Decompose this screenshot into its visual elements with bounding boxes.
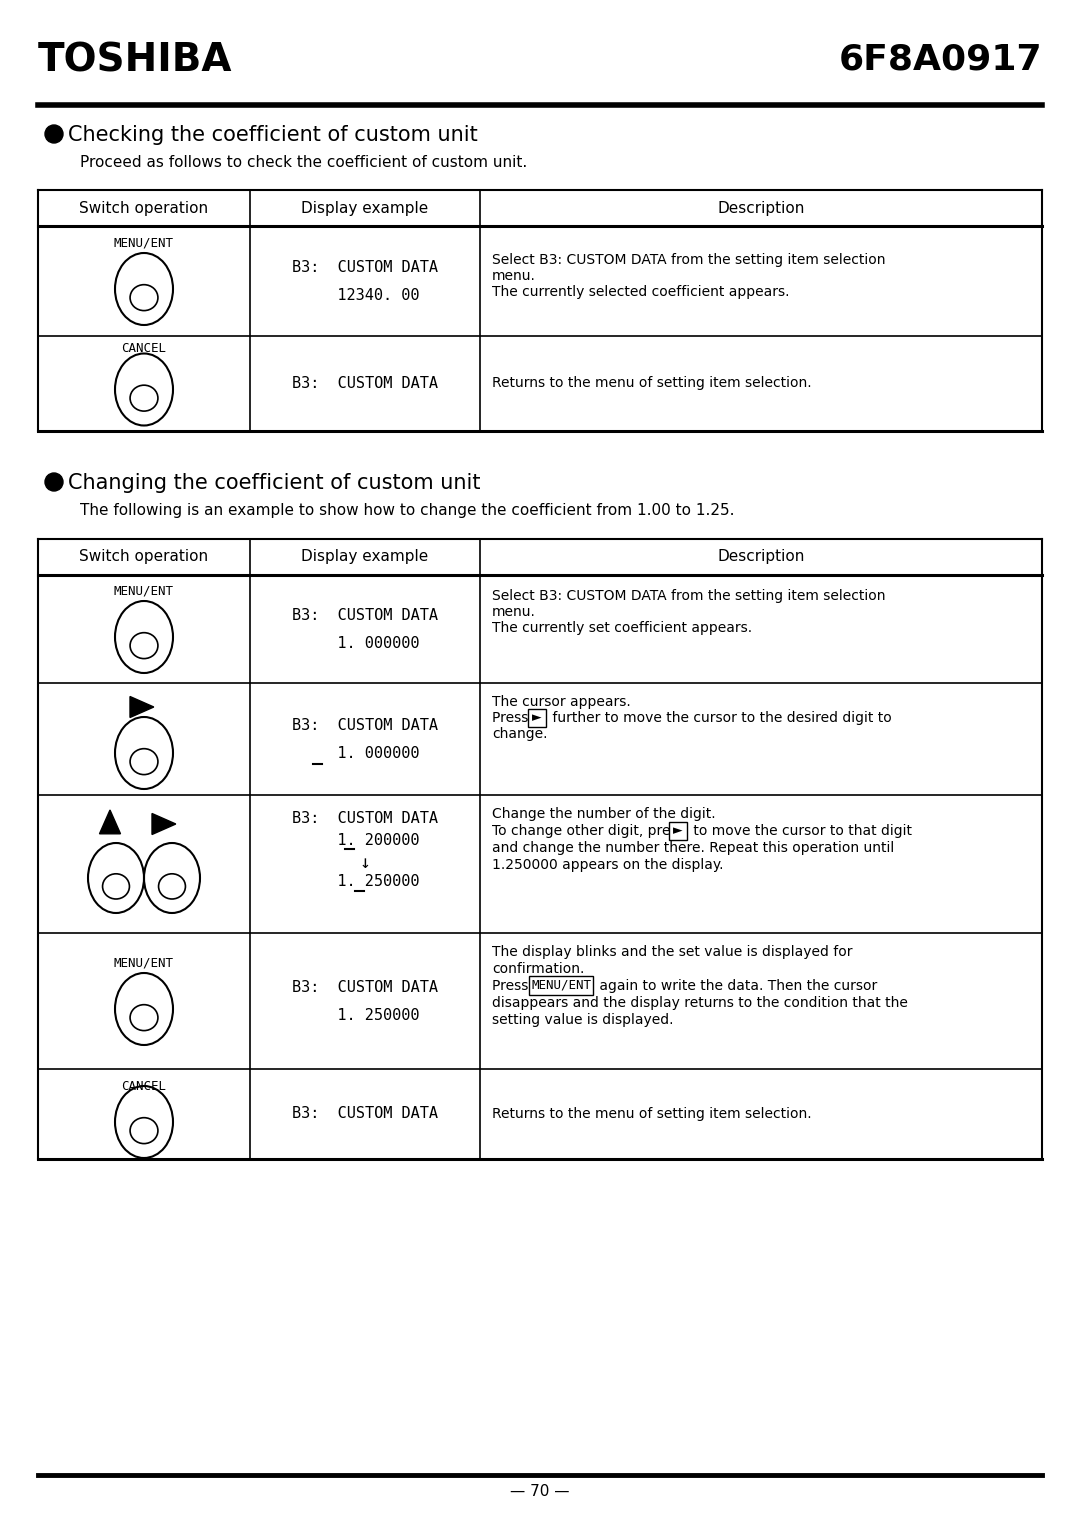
Text: 1. 250000: 1. 250000 [310,873,420,889]
Text: again to write the data. Then the cursor: again to write the data. Then the cursor [595,979,877,993]
Text: 1. 000000: 1. 000000 [310,745,420,760]
Circle shape [45,125,63,144]
Text: TOSHIBA: TOSHIBA [38,43,232,79]
Text: Press: Press [492,979,532,993]
Text: change.: change. [492,727,548,741]
Text: The cursor appears.: The cursor appears. [492,695,631,709]
Text: Press: Press [492,712,532,725]
Text: Description: Description [717,200,805,215]
Text: The following is an example to show how to change the coefficient from 1.00 to 1: The following is an example to show how … [80,502,734,518]
Polygon shape [130,696,153,718]
Text: MENU/ENT: MENU/ENT [114,585,174,599]
Text: Changing the coefficient of custom unit: Changing the coefficient of custom unit [68,473,481,493]
Text: ↓: ↓ [360,854,370,872]
FancyBboxPatch shape [529,976,593,996]
Text: B3:  CUSTOM DATA: B3: CUSTOM DATA [292,718,438,733]
Text: The currently set coefficient appears.: The currently set coefficient appears. [492,621,752,635]
Text: disappears and the display returns to the condition that the: disappears and the display returns to th… [492,996,908,1009]
Text: Returns to the menu of setting item selection.: Returns to the menu of setting item sele… [492,377,812,391]
Text: 1. 250000: 1. 250000 [310,1008,420,1023]
Text: — 70 —: — 70 — [510,1484,570,1498]
Text: B3:  CUSTOM DATA: B3: CUSTOM DATA [292,608,438,623]
Text: Select B3: CUSTOM DATA from the setting item selection: Select B3: CUSTOM DATA from the setting … [492,589,886,603]
Text: Checking the coefficient of custom unit: Checking the coefficient of custom unit [68,125,477,145]
Text: 1. 200000: 1. 200000 [310,834,420,847]
Circle shape [45,473,63,492]
Text: 1.250000 appears on the display.: 1.250000 appears on the display. [492,858,724,872]
Text: Description: Description [717,550,805,565]
Text: 1. 000000: 1. 000000 [310,635,420,651]
Text: ►: ► [673,825,683,837]
Text: and change the number there. Repeat this operation until: and change the number there. Repeat this… [492,841,894,855]
Text: To change other digit, press: To change other digit, press [492,825,689,838]
Text: CANCEL: CANCEL [121,342,166,354]
Text: B3:  CUSTOM DATA: B3: CUSTOM DATA [292,811,438,826]
Text: Change the number of the digit.: Change the number of the digit. [492,806,716,822]
Text: The display blinks and the set value is displayed for: The display blinks and the set value is … [492,945,852,959]
Text: Select B3: CUSTOM DATA from the setting item selection: Select B3: CUSTOM DATA from the setting … [492,253,886,267]
Text: B3:  CUSTOM DATA: B3: CUSTOM DATA [292,376,438,391]
Text: Display example: Display example [301,550,429,565]
Text: B3:  CUSTOM DATA: B3: CUSTOM DATA [292,1107,438,1121]
Text: MENU/ENT: MENU/ENT [114,237,174,250]
Text: Proceed as follows to check the coefficient of custom unit.: Proceed as follows to check the coeffici… [80,156,527,169]
Text: B3:  CUSTOM DATA: B3: CUSTOM DATA [292,260,438,275]
Text: Returns to the menu of setting item selection.: Returns to the menu of setting item sele… [492,1107,812,1121]
Text: ►: ► [532,712,542,724]
Text: confirmation.: confirmation. [492,962,584,976]
Text: setting value is displayed.: setting value is displayed. [492,1012,674,1028]
Text: to move the cursor to that digit: to move the cursor to that digit [689,825,912,838]
Text: MENU/ENT: MENU/ENT [114,957,174,970]
Text: menu.: menu. [492,605,536,618]
Text: Switch operation: Switch operation [80,550,208,565]
Text: 12340. 00: 12340. 00 [310,287,420,302]
FancyBboxPatch shape [669,822,687,840]
Text: 6F8A0917: 6F8A0917 [838,43,1042,76]
Text: further to move the cursor to the desired digit to: further to move the cursor to the desire… [548,712,892,725]
Text: CANCEL: CANCEL [121,1080,166,1093]
Text: MENU/ENT: MENU/ENT [531,979,591,991]
Polygon shape [99,809,121,834]
FancyBboxPatch shape [528,709,546,727]
Text: menu.: menu. [492,269,536,282]
Text: The currently selected coefficient appears.: The currently selected coefficient appea… [492,286,789,299]
Polygon shape [152,814,176,834]
Text: Display example: Display example [301,200,429,215]
Text: B3:  CUSTOM DATA: B3: CUSTOM DATA [292,979,438,994]
Text: Switch operation: Switch operation [80,200,208,215]
